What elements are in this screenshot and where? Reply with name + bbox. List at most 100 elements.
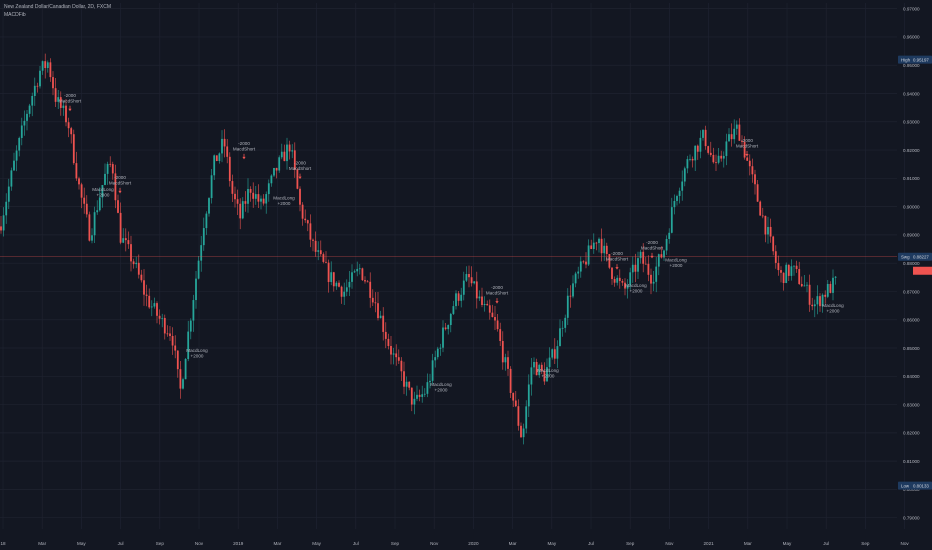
candle-body xyxy=(533,361,535,368)
candle-body xyxy=(613,279,616,283)
signal-text: +2000 xyxy=(191,354,204,359)
candle-body xyxy=(663,250,665,258)
candle-body xyxy=(273,167,275,176)
candle-body xyxy=(286,144,288,162)
signal-label: MacdLong+2000 xyxy=(822,303,844,314)
low-marker-value: 0.80133 xyxy=(913,483,929,488)
candle-body xyxy=(561,327,564,329)
candle-body xyxy=(330,272,333,283)
signal-text: MacdShort xyxy=(109,180,132,185)
candle-body xyxy=(621,280,624,283)
candle-body xyxy=(413,398,416,405)
candle-body xyxy=(15,150,18,161)
candle-body xyxy=(769,226,772,237)
indicator-label[interactable]: MACDFib xyxy=(4,12,26,18)
price-axis[interactable]: 0.97000 0.96000 0.95000 0.94000 0.93000 0.920… xyxy=(903,6,920,520)
candle-body xyxy=(202,228,205,246)
candle-body xyxy=(517,406,520,426)
candle-body xyxy=(819,296,821,307)
candle-body xyxy=(496,320,499,330)
candle-body xyxy=(582,261,585,263)
candle-body xyxy=(465,273,468,281)
candle-body xyxy=(540,364,543,371)
signal-label: MacdLong+2000 xyxy=(186,348,208,359)
candle-body xyxy=(39,70,41,87)
candle-body xyxy=(548,357,551,368)
candle-body xyxy=(182,379,184,389)
y-tick-label: 0.91000 xyxy=(903,176,920,181)
candle-body xyxy=(377,303,379,319)
candle-body xyxy=(296,169,299,189)
candle-body xyxy=(647,263,650,275)
y-tick-label: 0.96000 xyxy=(903,35,920,40)
candle-body xyxy=(374,302,377,304)
candle-body xyxy=(140,274,143,281)
candle-body xyxy=(644,263,647,265)
signals: -2000MacdShortMacdLong+2000-2000MacdShor… xyxy=(59,93,844,393)
signal-text: +2000 xyxy=(435,387,448,392)
signal-text: -2000 xyxy=(646,240,658,245)
x-tick-label: Jul xyxy=(823,541,829,546)
high-marker-bg xyxy=(898,55,932,64)
candle-body xyxy=(93,212,96,236)
candle-body xyxy=(306,220,309,224)
time-axis[interactable]: 18 Mar May Jul Sep Nov 2019 Mar May Jul Sep Nov 2020… xyxy=(0,541,909,546)
candle-body xyxy=(213,155,216,176)
candle-body xyxy=(566,295,569,318)
candle-body xyxy=(475,281,478,299)
candle-body xyxy=(715,162,717,164)
signal-text: +2000 xyxy=(827,308,840,313)
candle-body xyxy=(559,328,561,347)
candle-body xyxy=(319,250,322,255)
candle-body xyxy=(150,306,153,308)
candle-body xyxy=(733,128,736,140)
candle-body xyxy=(754,174,756,185)
candle-body xyxy=(117,200,119,213)
signal-text: -2000 xyxy=(741,138,753,143)
candle-body xyxy=(111,164,114,174)
candle-body xyxy=(145,294,148,296)
candle-body xyxy=(587,245,590,265)
candle-body xyxy=(483,303,486,306)
candle-body xyxy=(598,238,600,244)
candle-body xyxy=(31,95,34,106)
candle-body xyxy=(756,184,759,202)
candle-body xyxy=(7,186,10,202)
candle-body xyxy=(260,198,262,202)
y-tick-label: 0.80000 xyxy=(903,487,920,492)
candle-body xyxy=(23,120,26,126)
y-tick-label: 0.89000 xyxy=(903,233,920,238)
candle-body xyxy=(166,333,169,335)
candle-body xyxy=(10,170,13,187)
candle-body xyxy=(473,281,476,284)
x-tick-label: May xyxy=(547,541,556,546)
signal-label: MacdLong+2000 xyxy=(625,283,647,294)
signal-text: MacdLong xyxy=(430,382,452,387)
candle-body xyxy=(197,260,200,279)
signal-label: MacdLong+2000 xyxy=(665,258,687,269)
candle-body xyxy=(130,244,132,262)
x-tick-label: May xyxy=(312,541,321,546)
down-arrow-icon xyxy=(495,301,499,304)
candle-body xyxy=(556,346,559,359)
candle-body xyxy=(83,197,86,204)
candle-body xyxy=(639,251,642,259)
signal-text: MacdLong xyxy=(822,303,844,308)
candle-body xyxy=(358,268,361,270)
candle-body xyxy=(592,242,595,249)
y-tick-label: 0.94000 xyxy=(903,91,920,96)
current-price-marker: Swg 0.88227 xyxy=(898,252,932,261)
candle-body xyxy=(813,304,816,307)
candle-body xyxy=(96,210,99,213)
candle-body xyxy=(746,157,749,161)
candle-body xyxy=(764,215,767,235)
candle-body xyxy=(637,258,639,272)
candle-body xyxy=(114,173,117,201)
candle-body xyxy=(577,271,580,274)
y-tick-label: 0.88000 xyxy=(903,261,920,266)
candle-body xyxy=(569,295,572,297)
x-tick-label: May xyxy=(783,541,792,546)
candle-body xyxy=(192,300,195,321)
